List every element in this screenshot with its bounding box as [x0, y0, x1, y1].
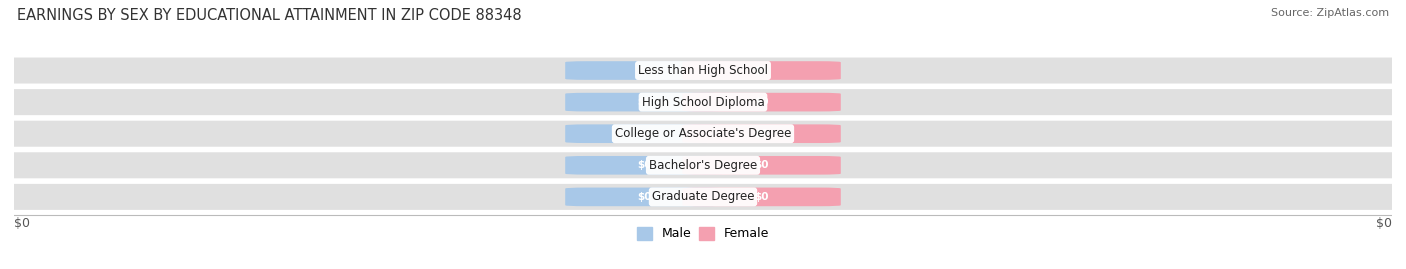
- Text: $0: $0: [637, 192, 652, 202]
- Text: $0: $0: [637, 129, 652, 139]
- Legend: Male, Female: Male, Female: [631, 222, 775, 245]
- FancyBboxPatch shape: [682, 156, 841, 175]
- FancyBboxPatch shape: [0, 56, 1406, 84]
- Text: $0: $0: [754, 129, 769, 139]
- Text: Bachelor's Degree: Bachelor's Degree: [650, 159, 756, 172]
- FancyBboxPatch shape: [682, 61, 841, 80]
- FancyBboxPatch shape: [0, 183, 1406, 211]
- Text: $0: $0: [14, 217, 30, 230]
- Text: EARNINGS BY SEX BY EDUCATIONAL ATTAINMENT IN ZIP CODE 88348: EARNINGS BY SEX BY EDUCATIONAL ATTAINMEN…: [17, 8, 522, 23]
- Text: $0: $0: [1376, 217, 1392, 230]
- Text: $0: $0: [754, 97, 769, 107]
- Text: $0: $0: [637, 160, 652, 170]
- FancyBboxPatch shape: [0, 151, 1406, 179]
- FancyBboxPatch shape: [565, 156, 724, 175]
- Text: Less than High School: Less than High School: [638, 64, 768, 77]
- FancyBboxPatch shape: [565, 187, 724, 206]
- Text: $0: $0: [754, 192, 769, 202]
- FancyBboxPatch shape: [0, 88, 1406, 116]
- FancyBboxPatch shape: [682, 93, 841, 111]
- Text: Source: ZipAtlas.com: Source: ZipAtlas.com: [1271, 8, 1389, 18]
- FancyBboxPatch shape: [682, 187, 841, 206]
- Text: $0: $0: [637, 66, 652, 76]
- Text: $0: $0: [637, 97, 652, 107]
- FancyBboxPatch shape: [682, 124, 841, 143]
- Text: $0: $0: [754, 66, 769, 76]
- Text: College or Associate's Degree: College or Associate's Degree: [614, 127, 792, 140]
- FancyBboxPatch shape: [565, 93, 724, 111]
- Text: $0: $0: [754, 160, 769, 170]
- FancyBboxPatch shape: [565, 124, 724, 143]
- FancyBboxPatch shape: [565, 61, 724, 80]
- Text: Graduate Degree: Graduate Degree: [652, 190, 754, 203]
- FancyBboxPatch shape: [0, 120, 1406, 148]
- Text: High School Diploma: High School Diploma: [641, 95, 765, 109]
